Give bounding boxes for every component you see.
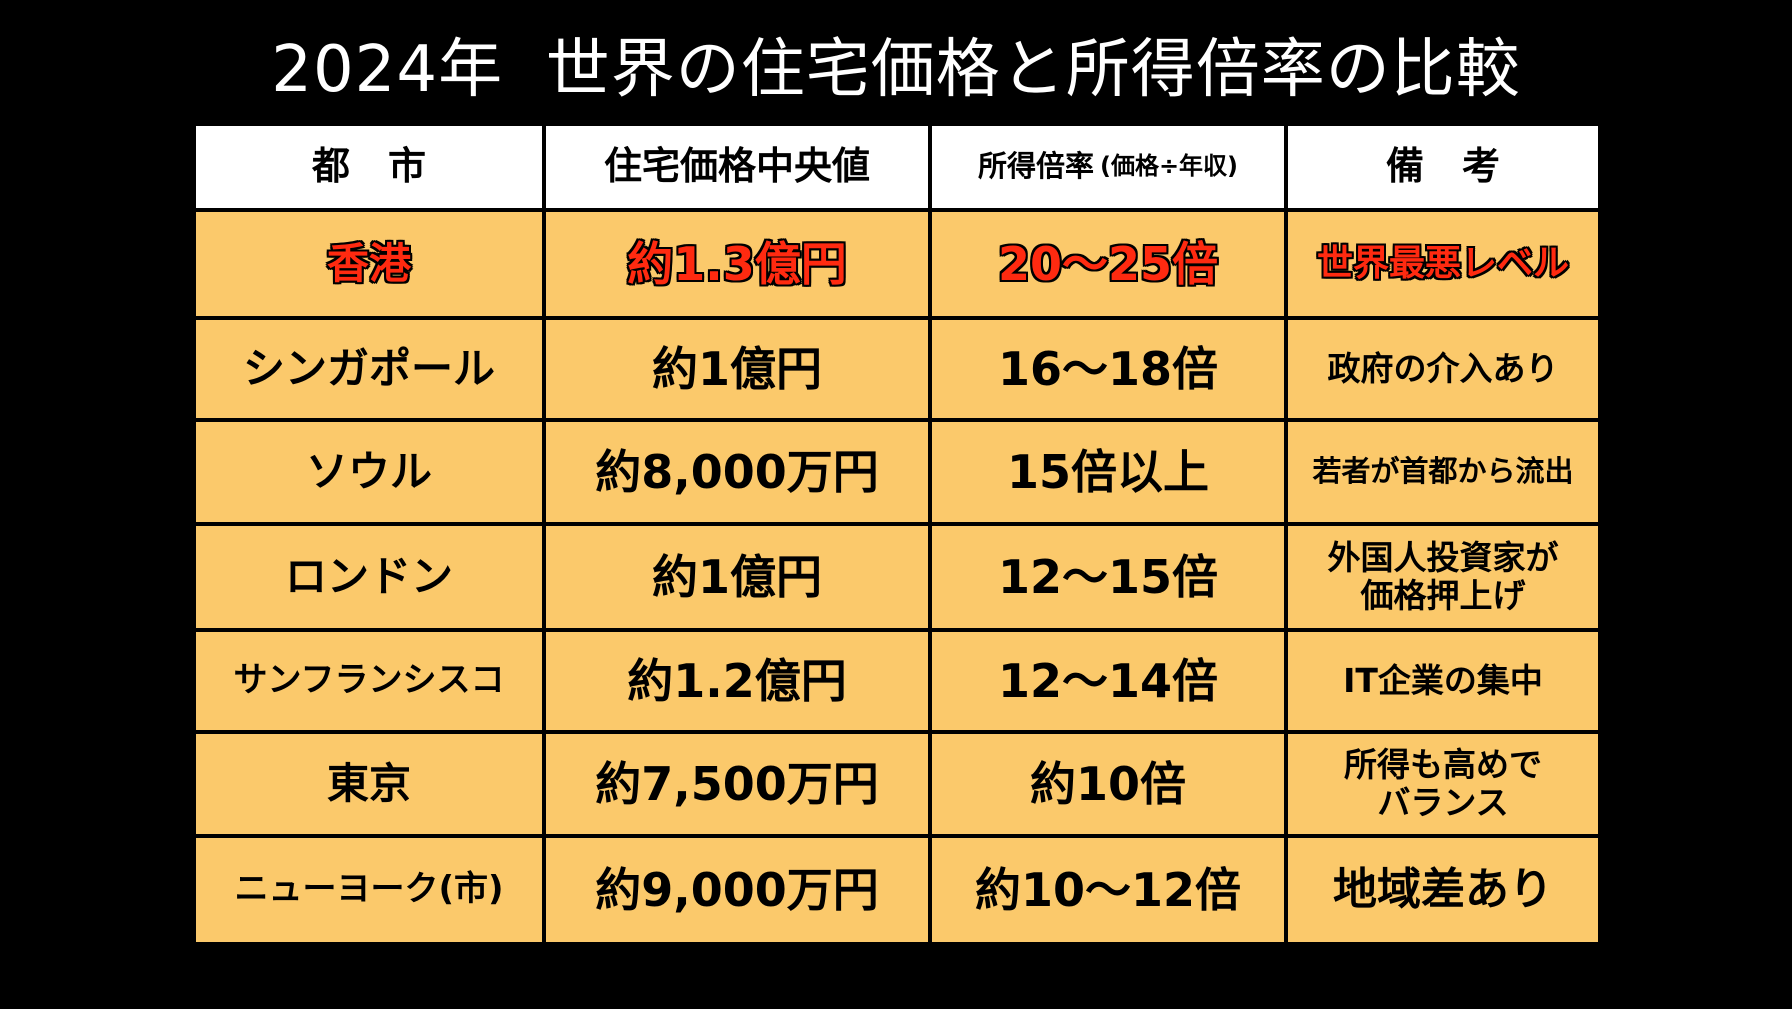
- row-ratio: 約10〜12倍: [932, 838, 1284, 942]
- row-city: サンフランシスコ: [196, 632, 542, 730]
- row-city: 東京: [196, 734, 542, 834]
- row-price: 約9,000万円: [546, 838, 928, 942]
- row-ratio: 約10倍: [932, 734, 1284, 834]
- row-ratio: 20〜25倍: [932, 212, 1284, 316]
- row-price: 約1億円: [546, 320, 928, 418]
- header-price: 住宅価格中央値: [546, 126, 928, 208]
- row-ratio: 12〜14倍: [932, 632, 1284, 730]
- row-note: 所得も高めで バランス: [1288, 734, 1598, 834]
- row-ratio: 15倍以上: [932, 422, 1284, 522]
- row-note: 外国人投資家が 価格押上げ: [1288, 526, 1598, 628]
- row-price: 約1.3億円: [546, 212, 928, 316]
- row-price: 約7,500万円: [546, 734, 928, 834]
- row-ratio: 16〜18倍: [932, 320, 1284, 418]
- row-note: 若者が首都から流出: [1288, 422, 1598, 522]
- row-ratio: 12〜15倍: [932, 526, 1284, 628]
- row-city: ソウル: [196, 422, 542, 522]
- row-note: 政府の介入あり: [1288, 320, 1598, 418]
- row-city: シンガポール: [196, 320, 542, 418]
- header-ratio-sub: (価格÷年収): [1099, 152, 1239, 181]
- row-price: 約8,000万円: [546, 422, 928, 522]
- row-note: IT企業の集中: [1288, 632, 1598, 730]
- row-city: ニューヨーク(市): [196, 838, 542, 942]
- row-city: 香港: [196, 212, 542, 316]
- comparison-table: 都 市 住宅価格中央値 所得倍率 (価格÷年収) 備 考 香港 約1.3億円 20…: [196, 126, 1598, 956]
- row-note: 世界最悪レベル: [1288, 212, 1598, 316]
- page-title: 2024年 世界の住宅価格と所得倍率の比較: [271, 33, 1521, 107]
- header-city: 都 市: [196, 126, 542, 208]
- row-price: 約1億円: [546, 526, 928, 628]
- row-note: 地域差あり: [1288, 838, 1598, 942]
- header-note: 備 考: [1288, 126, 1598, 208]
- row-price: 約1.2億円: [546, 632, 928, 730]
- row-city: ロンドン: [196, 526, 542, 628]
- header-ratio-label: 所得倍率: [977, 149, 1094, 184]
- header-ratio: 所得倍率 (価格÷年収): [932, 126, 1284, 208]
